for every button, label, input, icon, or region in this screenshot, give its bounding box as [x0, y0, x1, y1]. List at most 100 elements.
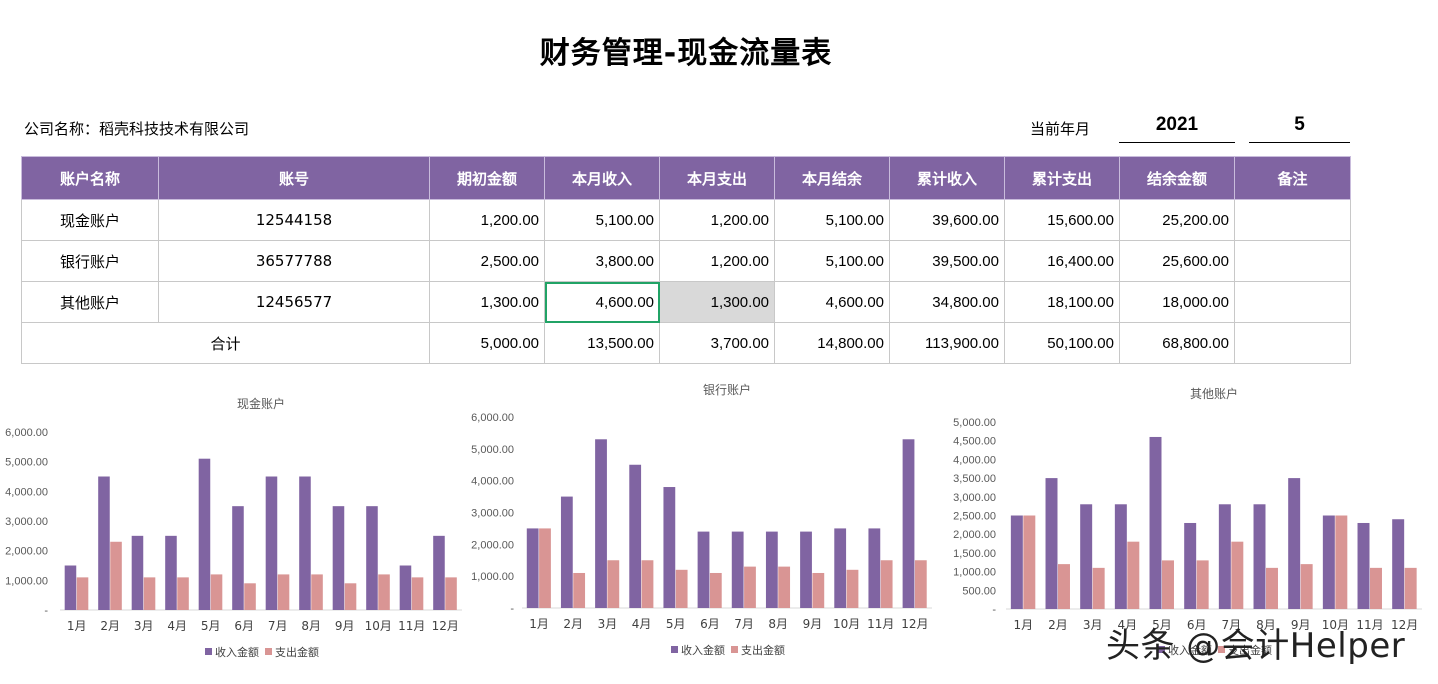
cell-total-cum-expense[interactable]: 50,100.00	[1004, 322, 1120, 364]
income-bar[interactable]	[663, 487, 676, 608]
expense-bar[interactable]	[709, 572, 722, 608]
expense-bar[interactable]	[641, 560, 654, 608]
cell-account-no[interactable]: 36577788	[158, 240, 430, 282]
income-bar[interactable]	[526, 528, 539, 608]
income-bar[interactable]	[1010, 515, 1023, 610]
income-bar[interactable]	[265, 476, 278, 611]
cell-expense-highlighted[interactable]: 1,300.00	[659, 281, 775, 323]
expense-bar[interactable]	[1266, 567, 1278, 609]
expense-bar[interactable]	[1162, 560, 1174, 609]
expense-bar[interactable]	[1404, 567, 1417, 609]
col-header-note[interactable]: 备注	[1234, 156, 1351, 200]
cell-balance[interactable]: 5,100.00	[774, 199, 890, 241]
expense-bar[interactable]	[1300, 564, 1313, 609]
cell-note[interactable]	[1234, 281, 1351, 323]
cell-balance[interactable]: 5,100.00	[774, 240, 890, 282]
income-bar[interactable]	[1149, 436, 1162, 609]
income-bar[interactable]	[131, 535, 144, 610]
income-bar[interactable]	[731, 531, 744, 608]
expense-bar[interactable]	[1127, 541, 1140, 609]
expense-bar[interactable]	[344, 583, 357, 610]
expense-bar[interactable]	[177, 577, 189, 610]
income-bar[interactable]	[1288, 478, 1301, 609]
income-bar[interactable]	[165, 535, 177, 610]
cell-income[interactable]: 5,100.00	[544, 199, 660, 241]
cell-account-no[interactable]: 12456577	[158, 281, 430, 323]
expense-bar[interactable]	[411, 577, 424, 610]
expense-bar[interactable]	[277, 574, 290, 610]
cell-total-label[interactable]: 合计	[21, 322, 430, 364]
cell-cum-income[interactable]: 39,500.00	[889, 240, 1005, 282]
cell-opening[interactable]: 1,200.00	[429, 199, 545, 241]
cell-note[interactable]	[1234, 199, 1351, 241]
income-bar[interactable]	[1322, 515, 1335, 610]
other-account-chart[interactable]: 其他账户 - 500.00 1,000.00 1,500.00 2,000.00 2,500…	[940, 378, 1430, 680]
income-bar[interactable]	[595, 439, 607, 608]
bank-account-chart[interactable]: 银行账户 - 1,000.00 2,000.00 3,000.00 4,000.00 5,0…	[470, 372, 940, 680]
expense-bar[interactable]	[880, 560, 893, 608]
expense-bar[interactable]	[573, 572, 586, 608]
income-bar[interactable]	[765, 531, 778, 608]
income-bar[interactable]	[800, 531, 812, 608]
income-bar[interactable]	[98, 476, 110, 611]
income-bar[interactable]	[697, 531, 710, 608]
income-bar[interactable]	[1392, 519, 1405, 609]
expense-bar[interactable]	[143, 577, 156, 610]
income-bar[interactable]	[834, 528, 847, 608]
cell-total-income[interactable]: 13,500.00	[544, 322, 660, 364]
cell-income-selected[interactable]: 4,600.00	[544, 281, 660, 323]
income-bar[interactable]	[1045, 478, 1058, 609]
expense-bar[interactable]	[675, 569, 688, 608]
income-bar[interactable]	[1218, 504, 1231, 609]
cell-opening[interactable]: 2,500.00	[429, 240, 545, 282]
income-bar[interactable]	[629, 464, 642, 608]
expense-bar[interactable]	[1196, 560, 1209, 609]
income-bar[interactable]	[64, 565, 77, 611]
expense-bar[interactable]	[744, 566, 756, 608]
col-header-ending[interactable]: 结余金额	[1119, 156, 1235, 200]
cell-total-ending[interactable]: 68,800.00	[1119, 322, 1235, 364]
income-bar[interactable]	[560, 496, 573, 608]
expense-bar[interactable]	[1023, 515, 1036, 610]
income-bar[interactable]	[1080, 504, 1093, 609]
col-header-balance[interactable]: 本月结余	[774, 156, 890, 200]
cell-income[interactable]: 3,800.00	[544, 240, 660, 282]
income-bar[interactable]	[1114, 504, 1127, 609]
cell-cum-expense[interactable]: 16,400.00	[1004, 240, 1120, 282]
cell-account-no[interactable]: 12544158	[158, 199, 430, 241]
cell-opening[interactable]: 1,300.00	[429, 281, 545, 323]
month-cell[interactable]: 5	[1249, 114, 1350, 143]
cell-ending[interactable]: 25,600.00	[1119, 240, 1235, 282]
income-bar[interactable]	[198, 458, 211, 610]
cell-expense[interactable]: 1,200.00	[659, 199, 775, 241]
income-bar[interactable]	[1253, 504, 1266, 609]
expense-bar[interactable]	[244, 583, 256, 610]
cash-account-chart[interactable]: 现金账户 - 1,000.00 2,000.00 3,000.00 4,000.00 5,0…	[0, 380, 470, 680]
cell-total-note[interactable]	[1234, 322, 1351, 364]
col-header-cum-expense[interactable]: 累计支出	[1004, 156, 1120, 200]
cell-cum-expense[interactable]: 15,600.00	[1004, 199, 1120, 241]
year-cell[interactable]: 2021	[1119, 114, 1235, 143]
cell-cum-income[interactable]: 34,800.00	[889, 281, 1005, 323]
col-header-opening[interactable]: 期初金额	[429, 156, 545, 200]
expense-bar[interactable]	[1231, 541, 1244, 609]
col-header-expense[interactable]: 本月支出	[659, 156, 775, 200]
cell-cum-expense[interactable]: 18,100.00	[1004, 281, 1120, 323]
expense-bar[interactable]	[1335, 515, 1348, 610]
expense-bar[interactable]	[1370, 567, 1382, 609]
income-bar[interactable]	[433, 535, 445, 610]
income-bar[interactable]	[332, 506, 345, 610]
cell-balance[interactable]: 4,600.00	[774, 281, 890, 323]
col-header-account-no[interactable]: 账号	[158, 156, 430, 200]
cell-note[interactable]	[1234, 240, 1351, 282]
cell-total-opening[interactable]: 5,000.00	[429, 322, 545, 364]
expense-bar[interactable]	[1092, 567, 1105, 609]
expense-bar[interactable]	[378, 574, 390, 610]
expense-bar[interactable]	[210, 574, 223, 610]
cell-cum-income[interactable]: 39,600.00	[889, 199, 1005, 241]
expense-bar[interactable]	[445, 577, 457, 610]
expense-bar[interactable]	[914, 560, 927, 608]
col-header-income[interactable]: 本月收入	[544, 156, 660, 200]
income-bar[interactable]	[299, 476, 311, 611]
income-bar[interactable]	[232, 506, 244, 610]
